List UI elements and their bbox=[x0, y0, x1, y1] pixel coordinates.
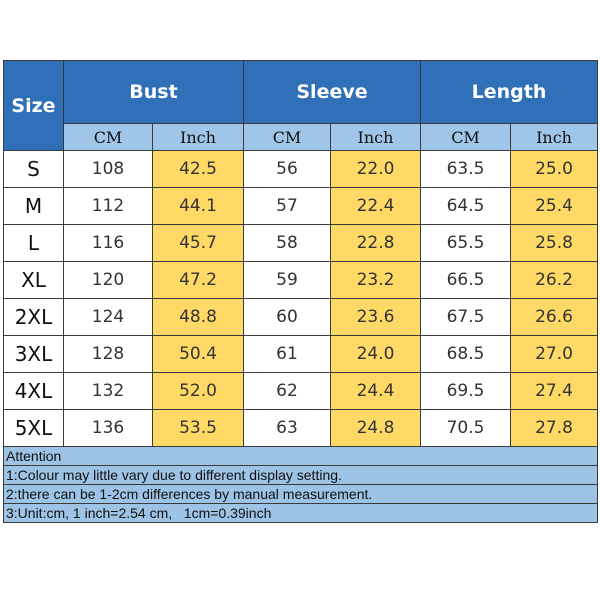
cm-cell: 63 bbox=[243, 409, 331, 447]
unit-header: Inch bbox=[330, 123, 421, 151]
cm-cell: 132 bbox=[63, 372, 153, 410]
inch-cell: 23.2 bbox=[330, 261, 421, 299]
data-row: L 116 45.7 58 22.8 65.5 25.8 bbox=[3, 224, 599, 262]
data-row: S 108 42.5 56 22.0 63.5 25.0 bbox=[3, 150, 599, 188]
cm-cell: 58 bbox=[243, 224, 331, 262]
group-header: Bust bbox=[63, 60, 244, 124]
data-row: XL 120 47.2 59 23.2 66.5 26.2 bbox=[3, 261, 599, 299]
size-cell: 3XL bbox=[3, 335, 64, 373]
inch-cell: 24.4 bbox=[330, 372, 421, 410]
cm-cell: 63.5 bbox=[420, 150, 511, 188]
inch-cell: 27.0 bbox=[509, 335, 599, 373]
size-header: Size bbox=[3, 60, 64, 151]
inch-cell: 22.8 bbox=[330, 224, 421, 262]
cm-cell: 57 bbox=[243, 187, 331, 225]
size-cell: XL bbox=[3, 261, 64, 299]
cm-cell: 65.5 bbox=[420, 224, 511, 262]
size-cell: 5XL bbox=[3, 409, 64, 447]
cm-cell: 61 bbox=[243, 335, 331, 373]
unit-header: CM bbox=[243, 123, 331, 151]
cm-cell: 66.5 bbox=[420, 261, 511, 299]
note-row: 2:there can be 1-2cm differences by manu… bbox=[2, 484, 599, 504]
inch-cell: 53.5 bbox=[152, 409, 244, 447]
unit-header: CM bbox=[63, 123, 153, 151]
group-header: Length bbox=[419, 60, 599, 124]
note: 3:Unit:cm, 1 inch=2.54 cm, 1cm=0.39inch bbox=[2, 503, 599, 523]
data-row: M 112 44.1 57 22.4 64.5 25.4 bbox=[3, 187, 599, 225]
cm-cell: 124 bbox=[63, 298, 153, 336]
inch-cell: 50.4 bbox=[152, 335, 244, 373]
cm-cell: 68.5 bbox=[420, 335, 511, 373]
note-row: Attention bbox=[2, 446, 599, 466]
cm-cell: 128 bbox=[63, 335, 153, 373]
size-chart: Size Bust Sleeve Length CM Inch CM Inch CM Inch S 1… bbox=[2, 60, 599, 523]
inch-cell: 27.8 bbox=[509, 409, 599, 447]
size-cell: M bbox=[3, 187, 64, 225]
inch-cell: 42.5 bbox=[152, 150, 244, 188]
cm-cell: 67.5 bbox=[420, 298, 511, 336]
cm-cell: 69.5 bbox=[420, 372, 511, 410]
inch-cell: 26.6 bbox=[509, 298, 599, 336]
data-row: 2XL 124 48.8 60 23.6 67.5 26.6 bbox=[3, 298, 599, 336]
size-table: Size Bust Sleeve Length CM Inch CM Inch CM Inch S 1… bbox=[2, 60, 599, 523]
group-header: Sleeve bbox=[243, 60, 421, 124]
inch-cell: 22.0 bbox=[330, 150, 421, 188]
cm-cell: 64.5 bbox=[420, 187, 511, 225]
cm-cell: 136 bbox=[63, 409, 153, 447]
cm-cell: 70.5 bbox=[420, 409, 511, 447]
inch-cell: 25.4 bbox=[509, 187, 599, 225]
cm-cell: 116 bbox=[63, 224, 153, 262]
unit-header: Inch bbox=[152, 123, 244, 151]
note: 1:Colour may little vary due to differen… bbox=[2, 465, 599, 485]
inch-cell: 26.2 bbox=[509, 261, 599, 299]
unit-header: CM bbox=[420, 123, 511, 151]
unit-row: CM Inch CM Inch CM Inch bbox=[4, 123, 599, 151]
data-row: 3XL 128 50.4 61 24.0 68.5 27.0 bbox=[3, 335, 599, 373]
inch-cell: 52.0 bbox=[152, 372, 244, 410]
inch-cell: 24.8 bbox=[330, 409, 421, 447]
cm-cell: 108 bbox=[63, 150, 153, 188]
note: Attention bbox=[2, 446, 599, 466]
size-cell: 4XL bbox=[3, 372, 64, 410]
note: 2:there can be 1-2cm differences by manu… bbox=[2, 484, 599, 504]
header-row: Size Bust Sleeve Length bbox=[3, 60, 599, 151]
size-cell: L bbox=[3, 224, 64, 262]
cm-cell: 59 bbox=[243, 261, 331, 299]
size-cell: S bbox=[3, 150, 64, 188]
size-cell: 2XL bbox=[3, 298, 64, 336]
cm-cell: 60 bbox=[243, 298, 331, 336]
note-row: 3:Unit:cm, 1 inch=2.54 cm, 1cm=0.39inch bbox=[2, 503, 599, 523]
inch-cell: 23.6 bbox=[330, 298, 421, 336]
inch-cell: 25.0 bbox=[509, 150, 599, 188]
inch-cell: 48.8 bbox=[152, 298, 244, 336]
inch-cell: 27.4 bbox=[509, 372, 599, 410]
inch-cell: 45.7 bbox=[152, 224, 244, 262]
inch-cell: 22.4 bbox=[330, 187, 421, 225]
cm-cell: 112 bbox=[63, 187, 153, 225]
data-row: 5XL 136 53.5 63 24.8 70.5 27.8 bbox=[3, 409, 599, 447]
cm-cell: 120 bbox=[63, 261, 153, 299]
cm-cell: 62 bbox=[243, 372, 331, 410]
note-row: 1:Colour may little vary due to differen… bbox=[2, 465, 599, 485]
inch-cell: 47.2 bbox=[152, 261, 244, 299]
cm-cell: 56 bbox=[243, 150, 331, 188]
inch-cell: 44.1 bbox=[152, 187, 244, 225]
inch-cell: 25.8 bbox=[509, 224, 599, 262]
data-row: 4XL 132 52.0 62 24.4 69.5 27.4 bbox=[3, 372, 599, 410]
unit-header: Inch bbox=[509, 123, 599, 151]
inch-cell: 24.0 bbox=[330, 335, 421, 373]
